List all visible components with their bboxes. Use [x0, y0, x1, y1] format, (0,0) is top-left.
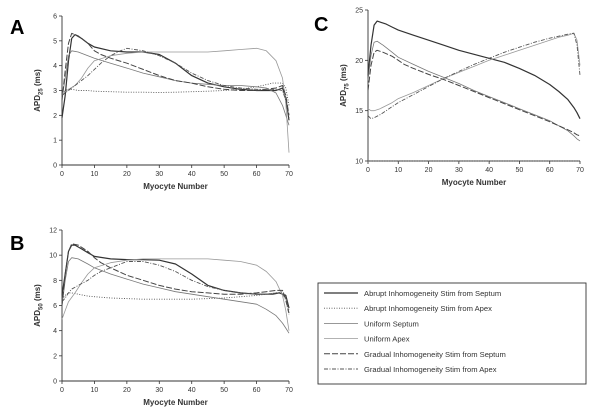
x-axis-label: Myocyte Number — [143, 398, 207, 407]
x-tick-label: 0 — [366, 167, 370, 174]
x-tick-label: 50 — [220, 171, 228, 178]
legend-label: Abrupt Inhomogeneity Stim from Septum — [364, 289, 501, 298]
y-tick-label: 1 — [53, 138, 57, 145]
x-tick-label: 60 — [253, 387, 261, 394]
x-tick-label: 30 — [155, 171, 163, 178]
x-tick-label: 50 — [516, 167, 524, 174]
y-tick-label: 5 — [53, 38, 57, 45]
x-tick-label: 0 — [60, 171, 64, 178]
y-tick-label: 12 — [49, 228, 57, 235]
x-tick-label: 40 — [188, 171, 196, 178]
y-tick-label: 8 — [53, 278, 57, 285]
series-line — [61, 258, 290, 331]
series-line — [367, 32, 581, 120]
y-tick-label: 25 — [355, 8, 363, 15]
y-tick-label: 6 — [53, 14, 57, 21]
series-line — [61, 32, 290, 116]
panel-letter: C — [314, 14, 328, 36]
y-tick-label: 20 — [355, 58, 363, 65]
x-tick-label: 50 — [220, 387, 228, 394]
x-axis-label: Myocyte Number — [143, 182, 207, 191]
y-tick-label: 10 — [355, 159, 363, 166]
x-tick-label: 40 — [485, 167, 493, 174]
x-tick-label: 30 — [155, 387, 163, 394]
x-tick-label: 70 — [285, 171, 293, 178]
y-tick-label: 4 — [53, 328, 57, 335]
series-line — [61, 244, 290, 309]
legend: Abrupt Inhomogeneity Stim from Septum Abr… — [317, 282, 587, 385]
panel-letter: B — [10, 233, 24, 255]
legend-label: Uniform Apex — [364, 335, 410, 344]
x-tick-label: 30 — [455, 167, 463, 174]
y-tick-label: 15 — [355, 108, 363, 115]
legend-label: Abrupt Inhomogeneity Stim from Apex — [364, 304, 492, 313]
legend-label: Gradual Inhomogeneity Stim from Septum — [364, 350, 506, 359]
y-axis-label: APD75 (ms) — [339, 64, 351, 107]
x-tick-label: 40 — [188, 387, 196, 394]
x-tick-label: 10 — [91, 387, 99, 394]
series-line — [61, 261, 290, 315]
y-axis-label: APD25 (ms) — [33, 69, 45, 112]
series-line — [61, 33, 290, 121]
y-tick-label: 0 — [53, 163, 57, 170]
series-line — [61, 257, 290, 334]
y-axis-label: APD50 (ms) — [33, 284, 45, 327]
y-tick-label: 6 — [53, 303, 57, 310]
x-tick-label: 60 — [253, 171, 261, 178]
legend-label: Uniform Septum — [364, 319, 419, 328]
series-line — [367, 32, 581, 112]
panel-letter: A — [10, 17, 24, 39]
y-tick-label: 2 — [53, 113, 57, 120]
y-tick-label: 4 — [53, 63, 57, 70]
y-tick-label: 0 — [53, 379, 57, 386]
x-tick-label: 70 — [285, 387, 293, 394]
series-line — [61, 50, 290, 126]
x-tick-label: 0 — [60, 387, 64, 394]
y-tick-label: 2 — [53, 353, 57, 360]
x-tick-label: 10 — [91, 171, 99, 178]
y-tick-label: 3 — [53, 88, 57, 95]
legend-label: Gradual Inhomogeneity Stim from Apex — [364, 365, 497, 374]
x-axis-label: Myocyte Number — [442, 178, 506, 187]
x-tick-label: 10 — [394, 167, 402, 174]
panel-b: B 0 2 4 6 8 10 12 0 10 20 30 40 50 60 70 Myocyte Number A… — [10, 228, 293, 408]
x-tick-label: 70 — [576, 167, 584, 174]
series-line — [367, 20, 581, 119]
series-line — [61, 82, 290, 106]
x-tick-label: 20 — [425, 167, 433, 174]
series-line — [367, 49, 581, 137]
series-line — [61, 243, 290, 314]
series-line — [61, 47, 290, 153]
series-line — [61, 47, 290, 118]
legend-box — [317, 282, 587, 385]
x-tick-label: 20 — [123, 171, 131, 178]
y-tick-label: 10 — [49, 253, 57, 260]
x-tick-label: 20 — [123, 387, 131, 394]
x-tick-label: 60 — [546, 167, 554, 174]
